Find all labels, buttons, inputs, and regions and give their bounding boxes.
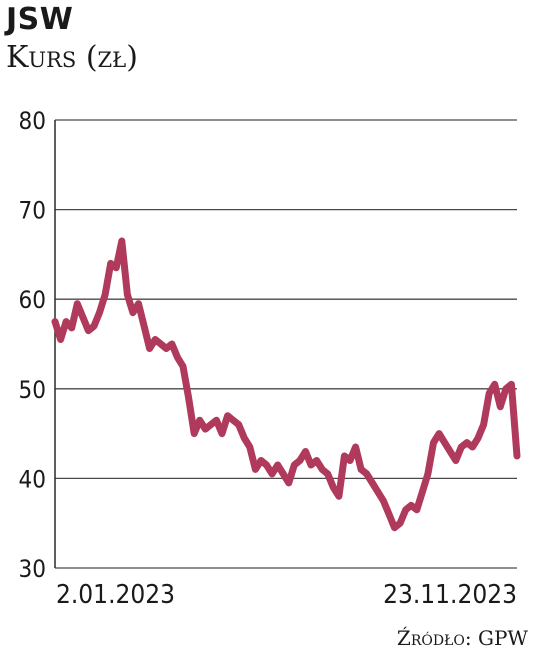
y-tick-label: 40 xyxy=(19,465,46,493)
x-tick-label-start: 2.01.2023 xyxy=(56,580,175,610)
y-tick-label: 80 xyxy=(19,107,46,135)
y-tick-label: 30 xyxy=(19,555,46,583)
y-tick-label: 60 xyxy=(19,286,46,314)
y-tick-label: 70 xyxy=(19,197,46,225)
y-tick-label: 50 xyxy=(19,376,46,404)
source-note: Źródło: GPW xyxy=(396,626,528,650)
chart-subtitle: Kurs (zł) xyxy=(6,40,138,75)
chart-title: JSW xyxy=(6,2,74,37)
price-series-line xyxy=(51,237,521,532)
x-tick-label-end: 23.11.2023 xyxy=(383,580,517,610)
